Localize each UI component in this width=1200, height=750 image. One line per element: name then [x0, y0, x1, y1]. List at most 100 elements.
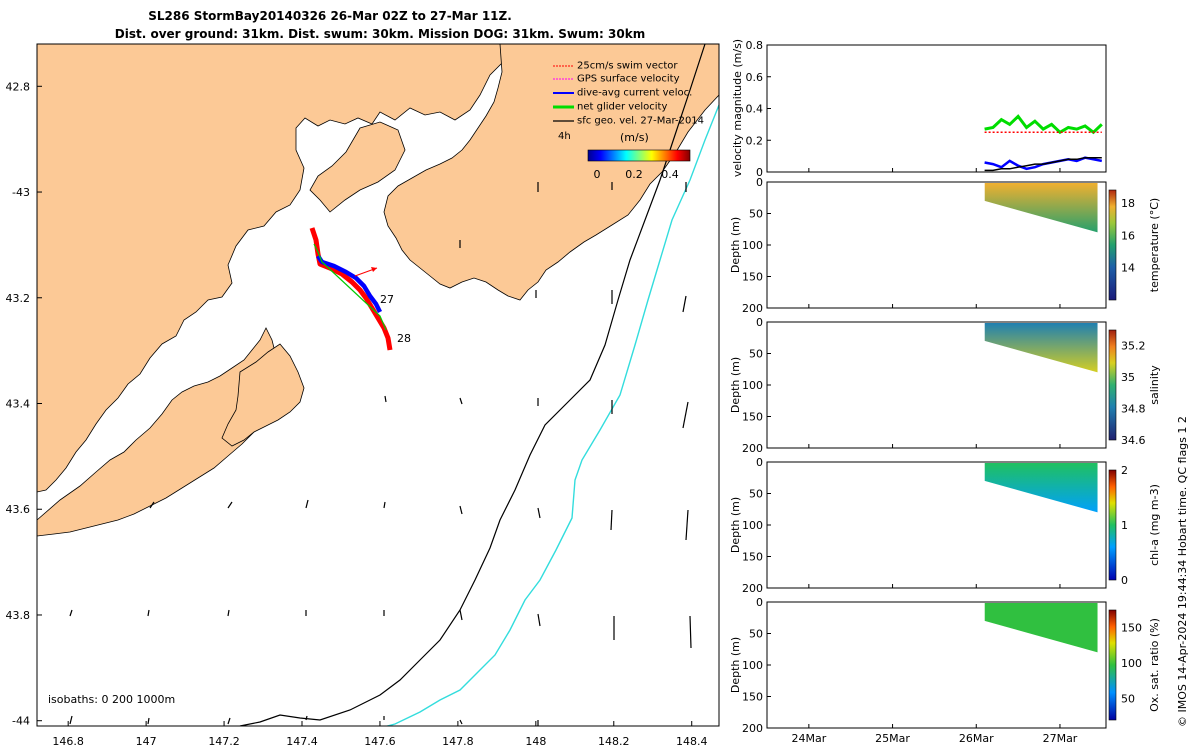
current-arrow [147, 717, 150, 725]
credit-line: © IMOS 14-Apr-2024 19:44:34 Hobart time.… [1176, 416, 1189, 727]
depth-y-label: Depth (m) [729, 637, 742, 693]
map-x-tick-label: 148.2 [598, 735, 630, 748]
current-arrow [685, 509, 689, 541]
map-x-tick-label: 147.4 [286, 735, 318, 748]
map-panel: 27 28 25cm/s swim vector GPS surface vel… [6, 43, 720, 748]
colorbar-label: temperature (°C) [1148, 198, 1161, 292]
depth-y-tick-label: 0 [756, 596, 763, 609]
map-y-tick-label: 42.8 [6, 80, 31, 93]
depth-panel-oxygen-saturation: 0 50 100 150 200 Depth (m) 50 100 150 Ox. sat. ra… [729, 596, 1161, 735]
depth-panel-salinity: 0 50 100 150 200 Depth (m) 34.6 34.8 35 35.2salin… [729, 316, 1161, 455]
land-upper-peninsula [309, 121, 406, 213]
glider-track-swim [309, 227, 393, 351]
depth-y-tick-label: 200 [742, 302, 763, 315]
legend-gps-velocity: GPS surface velocity [553, 74, 680, 85]
speed-colorbar [587, 149, 691, 162]
colorbar-tick-label: 0 [1121, 574, 1128, 587]
depth-y-tick-label: 0 [756, 316, 763, 329]
current-arrow [459, 505, 463, 515]
colorbar-label: Ox. sat. ratio (%) [1148, 618, 1161, 712]
depth-y-tick-label: 150 [742, 551, 763, 564]
map-x-tick-label: 147.2 [208, 735, 240, 748]
colorbar-2 [1108, 469, 1117, 581]
velocity-line [984, 156, 1102, 172]
map-x-tick-label: 147.8 [442, 735, 474, 748]
legend-swim-vector: 25cm/s swim vector [553, 61, 678, 72]
colorbar-tick-label: 150 [1121, 622, 1142, 635]
current-arrow [305, 715, 308, 721]
colorbar-0 [1108, 189, 1117, 301]
colorbar-tick-label: 34.6 [1121, 434, 1146, 447]
depth-y-tick-label: 100 [742, 239, 763, 252]
colorbar-tick-label: 18 [1121, 197, 1135, 210]
map-y-tick-label: -44 [12, 715, 30, 728]
depth-panel-chl-a: 0 50 100 150 200 Depth (m) 0 1 2 chl-a (mg m-3) [729, 456, 1161, 595]
swim-vector-arrowhead [371, 267, 377, 272]
current-arrow [459, 609, 463, 621]
depth-y-label: Depth (m) [729, 217, 742, 273]
depth-y-tick-label: 150 [742, 271, 763, 284]
colorbar-tick-label: 50 [1121, 693, 1135, 706]
velocity-axes [766, 44, 1107, 173]
depth-y-tick-label: 100 [742, 379, 763, 392]
legend-dive-avg-current: dive-avg current veloc. [553, 88, 692, 99]
current-arrow [227, 501, 233, 509]
date-axis: 24Mar 25Mar 26Mar 27Mar [791, 168, 1078, 745]
colorbar-tick-label: 2 [1121, 464, 1128, 477]
svg-text:25cm/s swim vector: 25cm/s swim vector [577, 61, 678, 72]
current-arrow [537, 507, 541, 519]
depth-y-tick-label: 0 [756, 456, 763, 469]
current-arrow [682, 401, 689, 429]
depth-y-tick-label: 200 [742, 582, 763, 595]
current-arrow [227, 609, 230, 617]
colorbar-tick-label: 35.2 [1121, 340, 1146, 353]
map-x-tick-label: 147 [136, 735, 157, 748]
track-label-27: 27 [380, 293, 394, 306]
current-arrow [610, 509, 613, 531]
map-x-tick-label: 146.8 [52, 735, 84, 748]
date-tick-label: 24Mar [791, 732, 826, 745]
chart-title-line1: SL286 StormBay20140326 26-Mar 02Z to 27-… [148, 9, 512, 23]
colorbar-tick-label: 14 [1121, 262, 1135, 275]
chart-title-line2: Dist. over ground: 31km. Dist. swum: 30k… [115, 27, 645, 41]
current-arrow [305, 499, 309, 509]
velocity-y-tick-label: 0 [756, 166, 763, 179]
velocity-series-2 [984, 156, 1102, 172]
colorbar-tick: 0.4 [661, 168, 679, 181]
velocity-y-tick-label: 0.4 [746, 103, 764, 116]
map-frame [36, 43, 720, 727]
map-y-ticks: 42.8 -43 43.2 43.4 43.6 43.8 -44 [6, 80, 42, 728]
current-arrow [69, 609, 73, 617]
current-arrow [682, 295, 687, 313]
depth-y-tick-label: 50 [749, 208, 763, 221]
map-legend: 25cm/s swim vector GPS surface velocity … [553, 61, 704, 181]
current-arrow [383, 501, 386, 509]
colorbar-tick-label: 34.8 [1121, 403, 1146, 416]
map-y-tick-label: 43.2 [6, 292, 31, 305]
svg-text:net glider velocity: net glider velocity [577, 102, 667, 113]
depth-y-label: Depth (m) [729, 357, 742, 413]
svg-text:sfc geo. vel. 27-Mar-2014: sfc geo. vel. 27-Mar-2014 [577, 116, 704, 127]
legend-net-glider-velocity: net glider velocity [553, 102, 667, 113]
colorbar-tick-label: 35 [1121, 371, 1135, 384]
surface-current-arrows [69, 182, 692, 726]
depth-y-tick-label: 50 [749, 348, 763, 361]
map-x-tick-label: 148 [525, 735, 546, 748]
map-y-tick-label: -43 [12, 186, 30, 199]
colorbar-label: salinity [1148, 365, 1161, 405]
isobaths-label: isobaths: 0 200 1000m [48, 693, 175, 706]
current-arrow [537, 613, 541, 627]
colorbar-3 [1108, 609, 1117, 721]
depth-panel-temperature: 0 50 100 150 200 Depth (m) 14 16 18 temperature (… [729, 176, 1161, 315]
map-x-ticks: 146.8 147 147.2 147.4 147.6 147.8 148 148.2 148.… [52, 721, 707, 748]
isobath-200m [239, 44, 706, 726]
glider-track-net [313, 243, 387, 331]
colorbar-unit-label: (m/s) [620, 131, 649, 144]
current-arrow [459, 397, 463, 405]
svg-text:GPS surface velocity: GPS surface velocity [577, 74, 680, 85]
land-east [383, 44, 719, 301]
land-tasman-peninsula [221, 343, 305, 447]
glider-track-current [316, 254, 383, 314]
map-x-tick-label: 147.6 [364, 735, 396, 748]
